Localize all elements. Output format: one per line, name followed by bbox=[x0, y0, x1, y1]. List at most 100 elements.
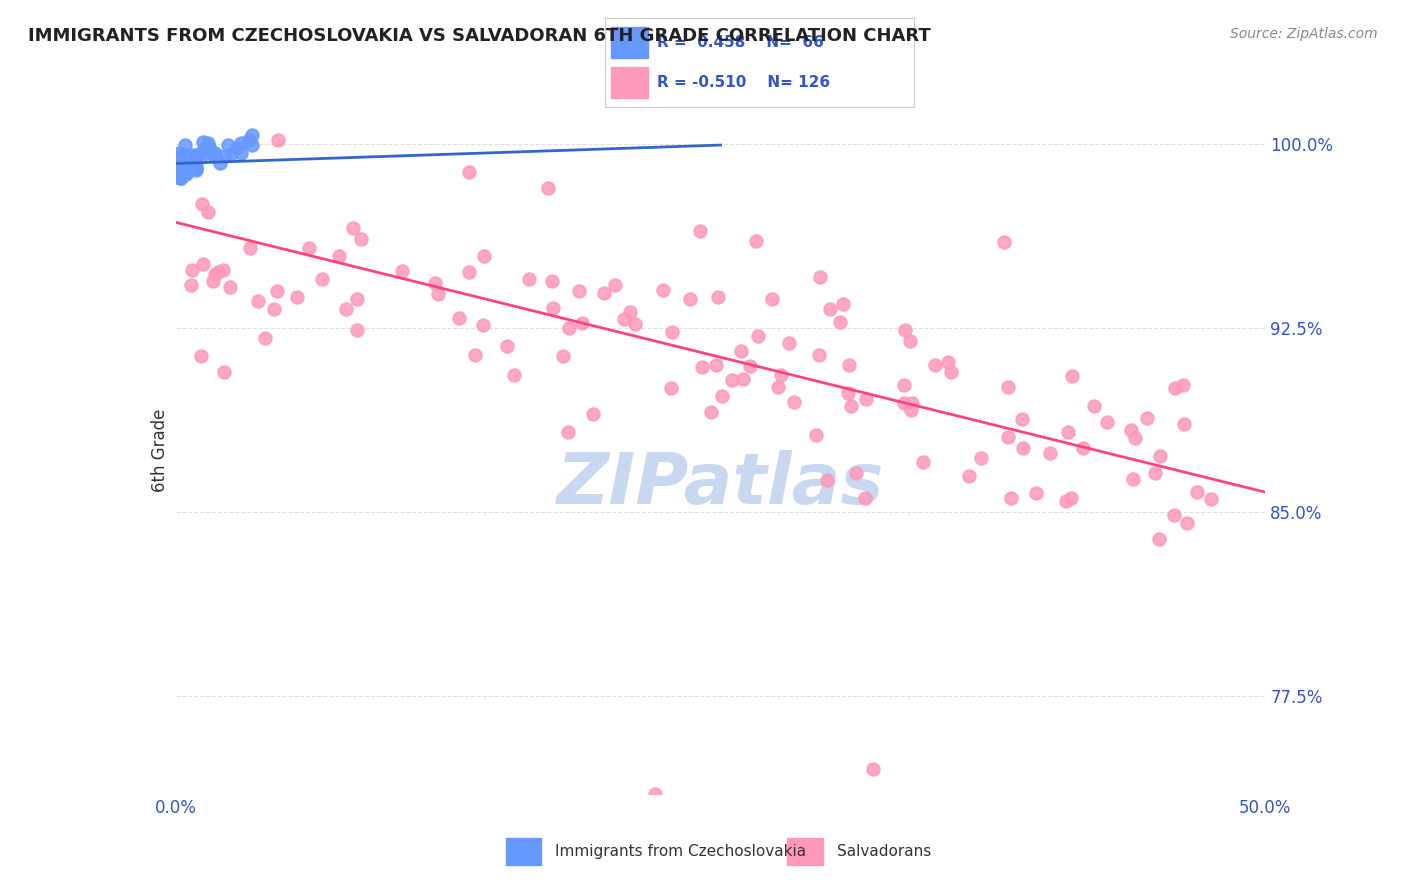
Point bbox=[830, 315, 852, 329]
Point bbox=[1136, 411, 1159, 425]
Bar bbox=[787, 838, 823, 865]
Point bbox=[1163, 508, 1185, 522]
Point bbox=[184, 150, 207, 164]
Point bbox=[651, 284, 673, 298]
Point bbox=[592, 286, 614, 301]
Point bbox=[557, 320, 579, 334]
Point bbox=[239, 241, 262, 255]
Point bbox=[167, 162, 190, 177]
Point bbox=[170, 163, 193, 178]
Point bbox=[711, 389, 734, 403]
Point bbox=[769, 368, 792, 382]
Point bbox=[166, 169, 188, 184]
Text: ZIPatlas: ZIPatlas bbox=[557, 450, 884, 519]
Point bbox=[581, 407, 603, 421]
Point bbox=[181, 148, 204, 162]
Point bbox=[458, 164, 481, 178]
Point bbox=[837, 386, 859, 401]
Point bbox=[540, 274, 562, 288]
Point bbox=[472, 249, 495, 263]
Point bbox=[464, 347, 486, 361]
Point bbox=[808, 269, 831, 284]
Text: R = -0.510    N= 126: R = -0.510 N= 126 bbox=[657, 76, 831, 90]
Point bbox=[1123, 431, 1146, 445]
Point bbox=[191, 197, 214, 211]
Point bbox=[221, 147, 243, 161]
Point bbox=[169, 159, 191, 173]
Point bbox=[644, 787, 666, 801]
Point bbox=[924, 358, 946, 372]
Point bbox=[214, 149, 236, 163]
Point bbox=[208, 155, 231, 169]
Point bbox=[202, 149, 225, 163]
Point bbox=[1012, 441, 1035, 455]
Text: R =  0.458    N=  66: R = 0.458 N= 66 bbox=[657, 36, 824, 50]
Point bbox=[1175, 516, 1198, 530]
Point bbox=[690, 359, 713, 374]
Point bbox=[1083, 400, 1105, 414]
Point bbox=[202, 273, 225, 287]
Point bbox=[191, 136, 214, 150]
Point bbox=[198, 139, 221, 153]
Point bbox=[862, 763, 884, 777]
Point bbox=[174, 158, 197, 172]
Point bbox=[1059, 491, 1081, 505]
Point bbox=[197, 136, 219, 150]
Point bbox=[502, 368, 524, 382]
Point bbox=[1185, 485, 1208, 500]
Point bbox=[184, 153, 207, 167]
Point bbox=[253, 331, 276, 345]
Point bbox=[177, 161, 200, 176]
Point bbox=[201, 145, 224, 160]
Point bbox=[1149, 532, 1171, 546]
Point bbox=[1054, 494, 1077, 508]
Point bbox=[778, 336, 800, 351]
Point bbox=[169, 169, 191, 184]
Text: IMMIGRANTS FROM CZECHOSLOVAKIA VS SALVADORAN 6TH GRADE CORRELATION CHART: IMMIGRANTS FROM CZECHOSLOVAKIA VS SALVAD… bbox=[28, 27, 931, 45]
Point bbox=[1071, 442, 1094, 456]
Point bbox=[457, 265, 479, 279]
Point bbox=[197, 205, 219, 219]
Point bbox=[1171, 378, 1194, 392]
Point bbox=[557, 425, 579, 439]
Point bbox=[298, 241, 321, 255]
Point bbox=[447, 310, 470, 325]
Point bbox=[166, 150, 188, 164]
Point bbox=[679, 292, 702, 306]
Point bbox=[174, 167, 197, 181]
Bar bbox=[610, 27, 648, 58]
Text: Salvadorans: Salvadorans bbox=[837, 845, 931, 859]
Point bbox=[177, 163, 200, 178]
Point bbox=[217, 137, 239, 152]
Bar bbox=[610, 67, 648, 98]
Point bbox=[939, 365, 962, 379]
Point bbox=[970, 450, 993, 465]
Point bbox=[423, 276, 446, 290]
Point bbox=[1163, 381, 1185, 395]
Point bbox=[893, 396, 915, 410]
Point bbox=[517, 271, 540, 285]
Point bbox=[172, 148, 194, 162]
Point bbox=[204, 146, 226, 161]
Point bbox=[1143, 467, 1166, 481]
Point bbox=[707, 289, 730, 303]
Point bbox=[1122, 472, 1144, 486]
Point bbox=[172, 166, 194, 180]
Point bbox=[744, 234, 766, 248]
Point bbox=[246, 293, 269, 308]
Point bbox=[391, 264, 413, 278]
Point bbox=[184, 161, 207, 175]
Point bbox=[783, 395, 806, 409]
Point bbox=[733, 372, 755, 386]
Point bbox=[173, 150, 195, 164]
Point bbox=[169, 171, 191, 186]
Point bbox=[346, 323, 368, 337]
Point bbox=[551, 349, 574, 363]
Point bbox=[1173, 417, 1195, 431]
Point bbox=[173, 152, 195, 166]
Point bbox=[190, 150, 212, 164]
Point bbox=[167, 146, 190, 161]
Point bbox=[613, 311, 636, 326]
Point bbox=[957, 468, 980, 483]
Point bbox=[936, 355, 959, 369]
